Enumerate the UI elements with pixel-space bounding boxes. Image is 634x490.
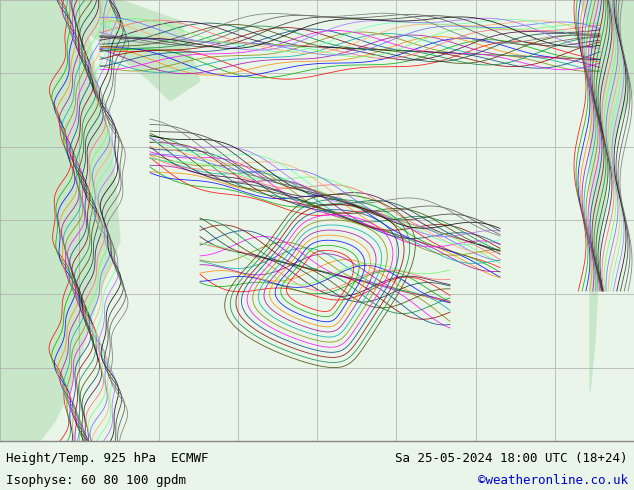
Polygon shape (0, 0, 200, 101)
Polygon shape (0, 0, 120, 441)
Text: Sa 25-05-2024 18:00 UTC (18+24): Sa 25-05-2024 18:00 UTC (18+24) (395, 452, 628, 465)
Polygon shape (590, 0, 634, 391)
Text: Isophyse: 60 80 100 gpdm: Isophyse: 60 80 100 gpdm (6, 474, 186, 487)
Text: Height/Temp. 925 hPa  ECMWF: Height/Temp. 925 hPa ECMWF (6, 452, 209, 465)
Polygon shape (580, 0, 634, 61)
Text: ©weatheronline.co.uk: ©weatheronline.co.uk (477, 474, 628, 487)
